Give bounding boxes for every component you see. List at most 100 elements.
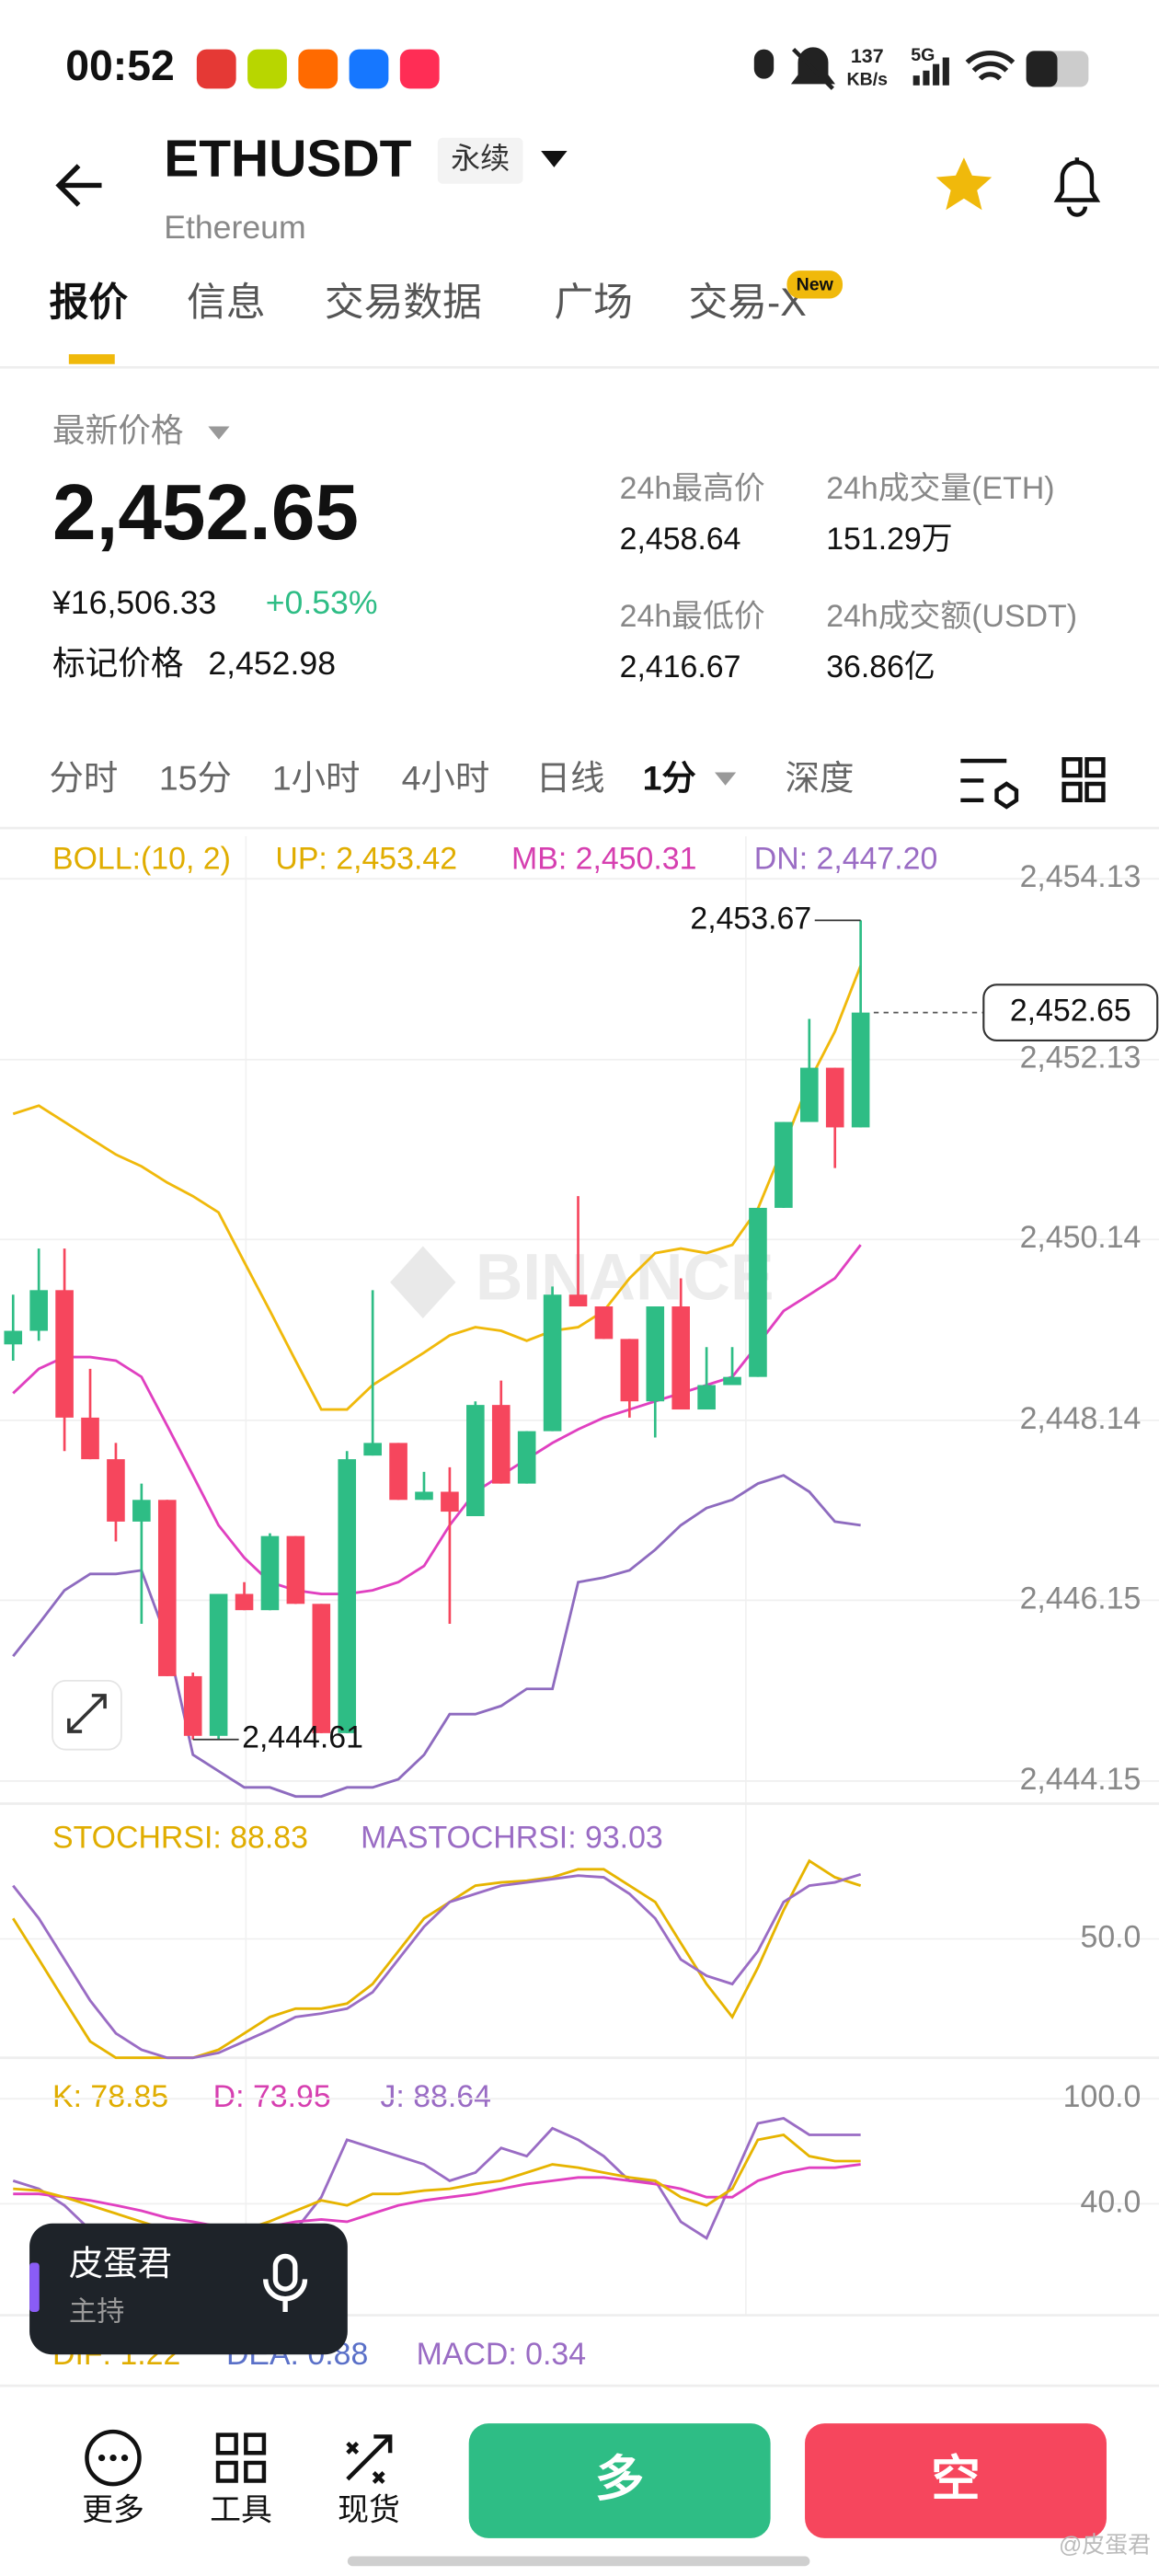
tab-indicator [68,354,115,364]
badge: 永续 [451,142,510,175]
last-price: 2,452.65 [52,469,359,557]
tab[interactable]: 广场 [554,281,633,325]
host-role: 主持 [69,2296,125,2328]
watermark-logo [390,1246,456,1318]
interval[interactable]: 1分 [643,758,696,797]
interval[interactable]: 4小时 [402,758,490,797]
tab[interactable]: 信息 [187,281,266,325]
y-tick-label: 2,452.13 [1020,1041,1142,1075]
candle-body [4,1330,23,1345]
new-badge: New [797,274,834,294]
signal-icon [912,57,949,86]
header: ETHUSDT 永续 Ethereum [55,130,1101,246]
candle-body [441,1491,459,1512]
indicator-settings[interactable] [960,758,1019,810]
candle-body [55,1290,74,1418]
macd-legend: MACD: 0.34 [417,2337,586,2372]
net-unit: KB/s [846,70,888,90]
boll-legend: BOLL:(10, 2) [52,842,231,877]
status-bar: 00:52 137 KB/s 5G [65,41,1089,90]
candle-body [363,1443,382,1456]
tab[interactable]: 交易-X [689,281,807,325]
interval[interactable]: 深度 [786,758,855,797]
candle-body [620,1339,639,1402]
host-name: 皮蛋君 [69,2244,172,2283]
stat-label: 24h成交量(ETH) [826,471,1054,506]
candle-body [183,1675,202,1736]
host-card[interactable] [29,2223,348,2355]
last-price-tag-label: 2,452.65 [1010,994,1131,1029]
tab[interactable]: 报价 [49,281,128,325]
watermark: BINANCE [476,1241,775,1315]
y-tick-label: 50.0 [1080,1919,1141,1954]
high-label: 2,453.67 [690,901,811,936]
stat-value: 2,458.64 [620,522,741,557]
candle-body [800,1067,819,1122]
app-icon [399,49,440,89]
long-label: 多 [595,2452,644,2506]
stat-value: 2,416.67 [620,650,741,684]
mastochrsi-line [12,1872,862,2060]
price-label: 最新价格 [52,412,184,449]
long-button[interactable] [468,2423,771,2538]
candle-body [389,1443,407,1501]
kdj-d-legend: D: 73.95 [213,2079,331,2114]
mic-icon [263,2253,308,2312]
stat-value: 36.86亿 [826,650,935,684]
candle-body [286,1535,305,1604]
price-dropdown[interactable] [208,426,230,440]
low-label: 2,444.61 [242,1720,363,1755]
kdj-k-legend: K: 78.85 [52,2079,168,2114]
interval[interactable]: 15分 [159,758,232,797]
tab[interactable]: 交易数据 [325,281,482,325]
back-button[interactable] [55,164,102,207]
tool-label: 工具 [210,2492,272,2527]
candle-body [235,1593,254,1611]
alert-bell[interactable] [1053,157,1101,217]
boll-mb-line [12,1244,862,1595]
symbol-name: Ethereum [164,209,305,246]
more-icon[interactable] [85,2429,142,2487]
tool-label: 更多 [82,2492,144,2527]
badge-bg [437,137,523,184]
candle-body [646,1306,665,1402]
interval[interactable]: 1小时 [272,758,361,797]
mute-icon [790,47,836,90]
interval[interactable]: 分时 [49,758,118,797]
symbol-dropdown[interactable] [541,151,568,167]
home-indicator [347,2556,810,2567]
candle-body [312,1604,331,1733]
interval-dropdown[interactable] [715,772,737,786]
tool-label: 现货 [338,2492,400,2527]
candle-body [338,1459,357,1733]
y-tick-label: 40.0 [1080,2184,1141,2219]
candle-body [851,1012,870,1128]
short-label: 空 [931,2452,980,2506]
stochrsi-line [12,1858,862,2060]
favorite-star[interactable] [935,157,993,211]
layout-button[interactable] [1061,757,1106,803]
y-tick-label: 100.0 [1063,2079,1142,2114]
y-tick-label: 2,444.15 [1020,1762,1142,1797]
y-tick-label: 2,446.15 [1020,1581,1142,1616]
tools-icon[interactable] [215,2432,267,2483]
mark-price: 2,452.98 [208,645,336,682]
app-icon [196,49,236,89]
short-button[interactable] [805,2423,1107,2538]
boll-up-legend: UP: 2,453.42 [275,842,457,877]
tabs: 报价 信息 交易数据 广场 交易-X New [0,270,1159,369]
candle-body [543,1294,562,1432]
mark-label: 标记价格 [52,645,184,682]
kdj-j-legend: J: 88.64 [380,2079,490,2114]
app-icon [298,49,339,89]
candle-body [517,1431,536,1484]
candle-body [81,1417,99,1460]
candle-body [209,1593,228,1736]
interval[interactable]: 日线 [536,758,605,797]
candle-body [415,1491,433,1501]
candle-body [775,1121,793,1208]
spot-icon[interactable] [346,2434,393,2484]
